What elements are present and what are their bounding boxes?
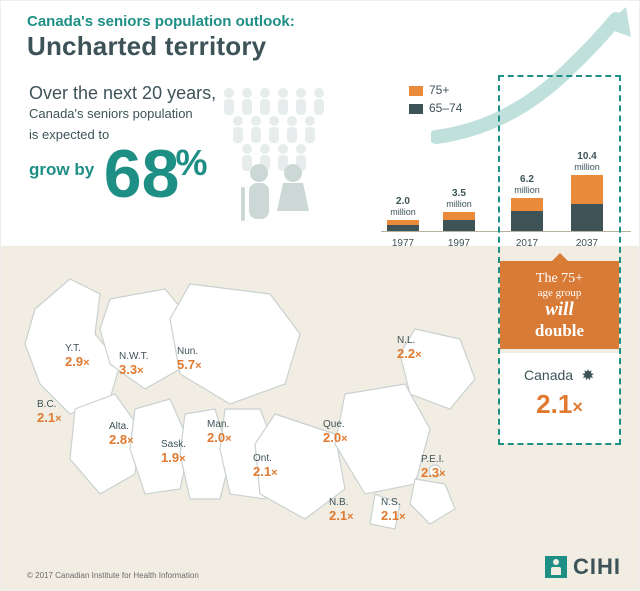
callout-75plus: The 75+ age group will double [500,261,619,349]
province-que: Que.2.0× [323,419,348,445]
legend-item-75plus: 75+ [409,83,462,97]
province-sask: Sask.1.9× [161,439,186,465]
bar-1997: 3.5million [443,212,475,231]
legend-label-75plus: 75+ [429,83,449,97]
eyebrow: Canada's seniors population outlook: [27,13,295,30]
legend-item-65-74: 65–74 [409,101,462,115]
percent-sign: % [175,142,207,183]
year-label: 1977 [387,238,419,249]
province-nwt: N.W.T.3.3× [119,351,148,377]
province-nb: N.B.2.1× [329,497,354,523]
legend-swatch-75plus [409,86,423,96]
grow-by: grow by [29,160,94,179]
province-nl: N.L.2.2× [397,335,422,361]
province-alta: Alta.2.8× [109,421,134,447]
maple-leaf-icon [581,368,595,382]
province-bc: B.C.2.1× [37,399,62,425]
province-pei: P.E.I.2.3× [421,454,446,480]
copyright: © 2017 Canadian Institute for Health Inf… [27,571,199,580]
province-ont: Ont.2.1× [253,453,278,479]
page-title: Uncharted territory [27,31,266,62]
cihi-logo-icon [545,556,567,578]
province-ns: N.S.2.1× [381,497,406,523]
legend-label-65-74: 65–74 [429,101,462,115]
legend: 75+ 65–74 [409,83,462,119]
big-number: 68 [104,147,180,201]
intro-expected: is expected to [29,127,109,142]
people-silhouettes-icon [221,85,381,225]
callout-line-1: The 75+ [500,271,619,287]
province-yt: Y.T.2.9× [65,343,90,369]
callout-line-2: age group [500,287,619,299]
legend-swatch-65-74 [409,104,423,114]
canada-multiplier-box: Canada 2.1× [500,353,619,443]
callout-line-3: will [500,299,619,321]
cihi-logo: CIHI [545,554,621,580]
bar-1977: 2.0million [387,220,419,231]
callout-line-4: double [500,321,619,341]
province-man: Man.2.0× [207,419,232,445]
province-nun: Nun.5.7× [177,346,202,372]
infographic: Canada's seniors population outlook: Unc… [0,0,640,591]
year-label: 1997 [443,238,475,249]
canada-label: Canada [500,367,619,383]
canada-map [15,259,495,569]
canada-value: 2.1× [500,389,619,420]
